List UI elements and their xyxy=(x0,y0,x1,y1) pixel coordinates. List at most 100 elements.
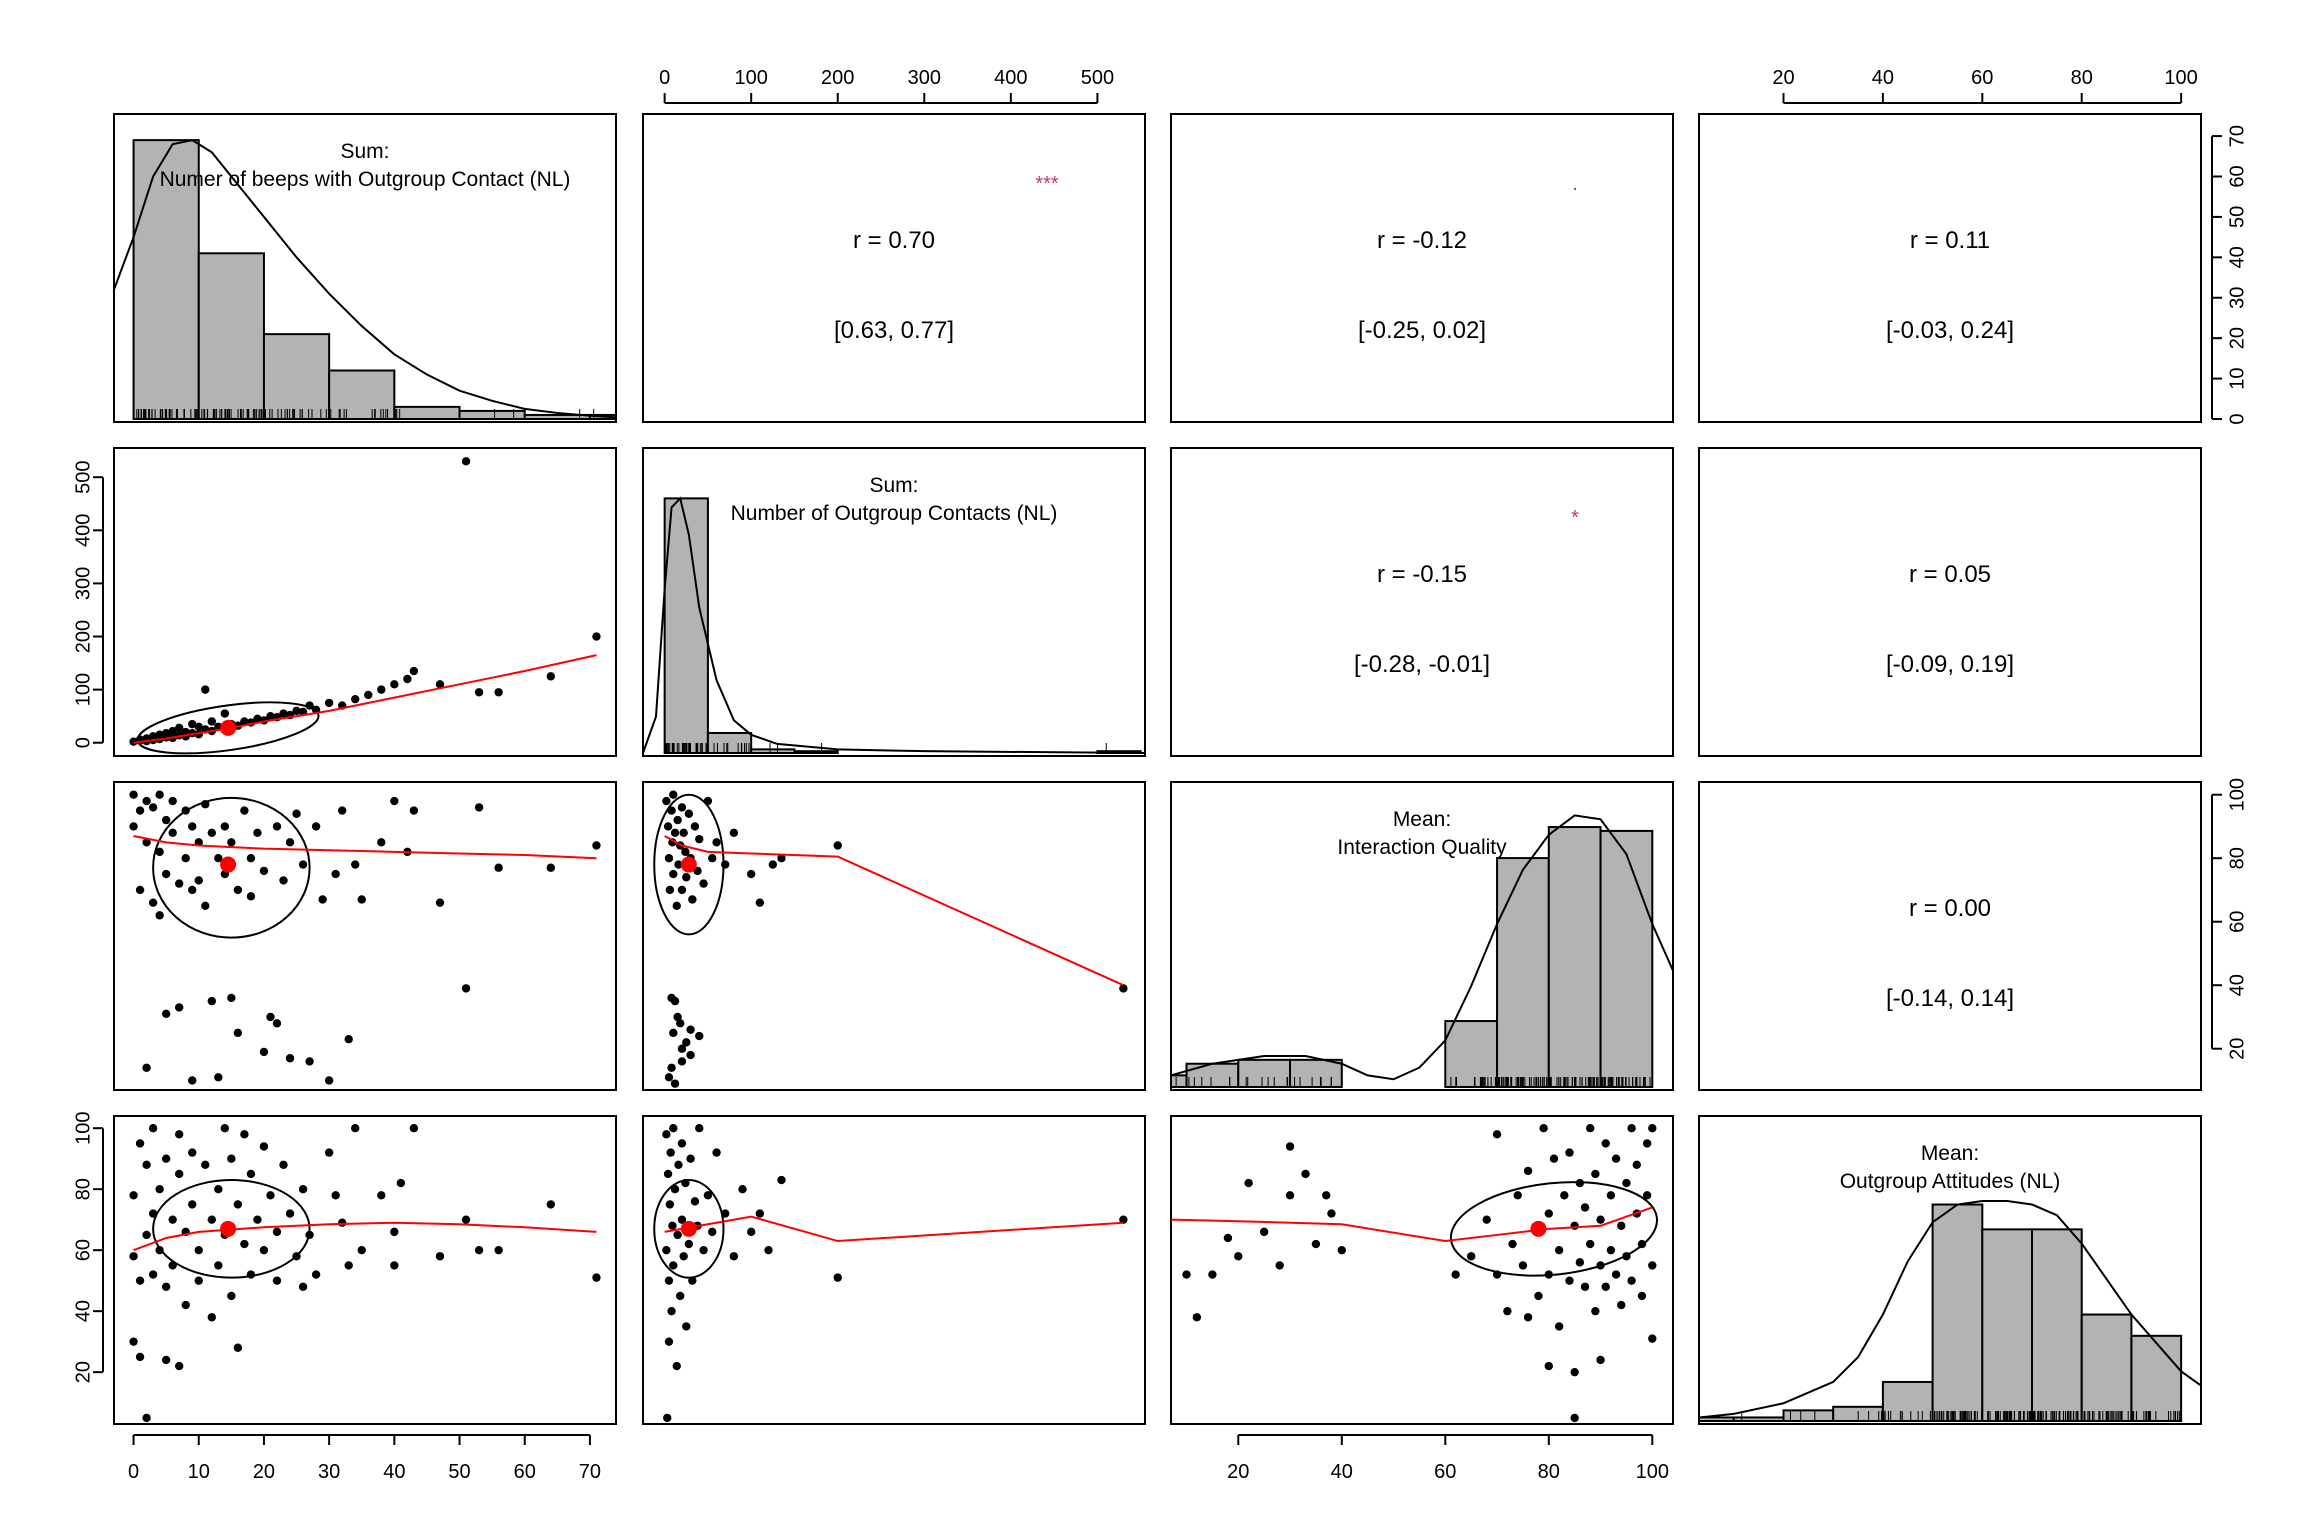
scatter-point xyxy=(1591,1169,1600,1179)
tick-label: 20 xyxy=(253,1461,275,1483)
scatter-point xyxy=(1466,1252,1476,1261)
hist-bar xyxy=(1170,1074,1188,1088)
scatter-point xyxy=(777,1175,786,1185)
scatter-point xyxy=(494,1245,503,1255)
corr-ci: [0.63, 0.77] xyxy=(834,317,954,344)
scatter-point xyxy=(142,1063,151,1072)
scatter-point xyxy=(292,809,301,818)
scatter-point xyxy=(1244,1178,1253,1188)
scatter-point xyxy=(142,1160,151,1169)
scatter-content xyxy=(653,1123,1128,1423)
scatter-point xyxy=(669,869,678,879)
hist-bar xyxy=(1547,826,1602,1088)
scatter-point xyxy=(377,1191,386,1200)
corr-r: r = -0.15 xyxy=(1377,561,1467,588)
scatter-point xyxy=(188,1200,197,1209)
corr-stars: * xyxy=(1571,507,1579,529)
scatter-point xyxy=(1223,1233,1233,1243)
correlation-ellipse xyxy=(152,1179,311,1279)
scatter-point xyxy=(669,1028,678,1038)
tick-label: 70 xyxy=(2226,125,2248,147)
scatter-point xyxy=(833,1273,842,1282)
scatter-point xyxy=(240,717,249,726)
panel-frame-r0-c0 xyxy=(113,113,617,423)
scatter-point xyxy=(1119,1215,1128,1224)
scatter-point xyxy=(240,1130,249,1139)
hist-bar xyxy=(1981,1228,2034,1422)
scatter-point xyxy=(135,885,145,895)
scatter-panel-contacts-quality xyxy=(653,790,1128,1088)
scatter-point xyxy=(1565,1276,1574,1285)
scatter-point xyxy=(194,876,203,885)
tick-label: 0 xyxy=(659,67,670,89)
scatter-point xyxy=(546,672,556,681)
scatter-point xyxy=(721,860,730,869)
scatter-point xyxy=(708,854,717,863)
scatter-point xyxy=(670,1184,680,1194)
tick-label: 70 xyxy=(579,1461,601,1483)
scatter-content xyxy=(129,457,601,755)
scatter-point xyxy=(214,1073,223,1082)
scatter-point xyxy=(1648,1334,1657,1343)
scatter-point xyxy=(409,666,419,676)
scatter-point xyxy=(474,688,484,697)
scatter-point xyxy=(1234,1252,1243,1261)
scatter-point xyxy=(494,688,503,697)
scatter-point xyxy=(695,834,704,844)
axis-right-beeps: 0 10 20 30 40 50 60 70 xyxy=(2211,125,2248,425)
scatter-point xyxy=(194,722,203,731)
scatter-point xyxy=(246,892,256,901)
scatter-point xyxy=(677,1057,687,1066)
scatter-point xyxy=(298,860,308,869)
corr-panel-r0-c1: r = 0.70 [0.63, 0.77] *** xyxy=(834,173,1059,344)
scatter-point xyxy=(142,1413,151,1423)
tick-label: 100 xyxy=(72,1112,94,1145)
scatter-point xyxy=(712,838,721,847)
scatter-point xyxy=(135,1352,145,1362)
scatter-point xyxy=(1523,1166,1533,1176)
panel-frame-r3-c3 xyxy=(1698,1115,2202,1425)
scatter-point xyxy=(461,1215,471,1224)
scatter-point xyxy=(1591,1306,1600,1316)
loess-smooth xyxy=(133,654,597,744)
scatter-point xyxy=(708,1227,717,1237)
scatter-point xyxy=(246,1169,256,1179)
hist-bar xyxy=(793,750,839,755)
scatter-point xyxy=(174,1361,184,1371)
scatter-point xyxy=(351,860,360,869)
scatter-point xyxy=(699,879,708,888)
scatter-point xyxy=(1596,1215,1605,1224)
scatter-point xyxy=(1503,1306,1512,1316)
hist-bar xyxy=(262,333,331,420)
scatter-point xyxy=(129,822,138,831)
scatter-point xyxy=(673,1230,682,1240)
panel-frame-r1-c2 xyxy=(1170,447,1674,757)
scatter-point xyxy=(207,1215,216,1224)
scatter-point xyxy=(703,1191,713,1200)
scatter-point xyxy=(201,685,210,694)
scatter-point xyxy=(240,1239,249,1249)
scatter-point xyxy=(174,723,184,733)
scatter-point xyxy=(161,869,171,879)
scatter-point xyxy=(729,828,739,838)
corr-ci: [-0.03, 0.24] xyxy=(1886,317,2014,344)
scatter-point xyxy=(1570,1367,1579,1377)
diag-label: Numer of beeps with Outgroup Contact (NL… xyxy=(160,168,571,191)
panel-frame-r2-c3 xyxy=(1698,781,2202,1091)
scatter-point xyxy=(168,828,177,838)
scatter-point xyxy=(409,1123,419,1133)
scatter-point xyxy=(1322,1191,1331,1200)
scatter-point xyxy=(161,1355,171,1365)
centroid-point xyxy=(680,1220,697,1237)
scatter-point xyxy=(161,815,171,825)
scatter-point xyxy=(1637,1291,1647,1301)
hist-bar xyxy=(1599,829,1654,1088)
scatter-point xyxy=(664,1073,674,1082)
tick-label: 10 xyxy=(188,1461,210,1483)
scatter-point xyxy=(777,854,786,863)
scatter-point xyxy=(148,1270,158,1279)
scatter-point xyxy=(1611,1270,1621,1279)
scatter-point xyxy=(682,1038,691,1047)
panel-frame-r3-c0 xyxy=(113,1115,617,1425)
